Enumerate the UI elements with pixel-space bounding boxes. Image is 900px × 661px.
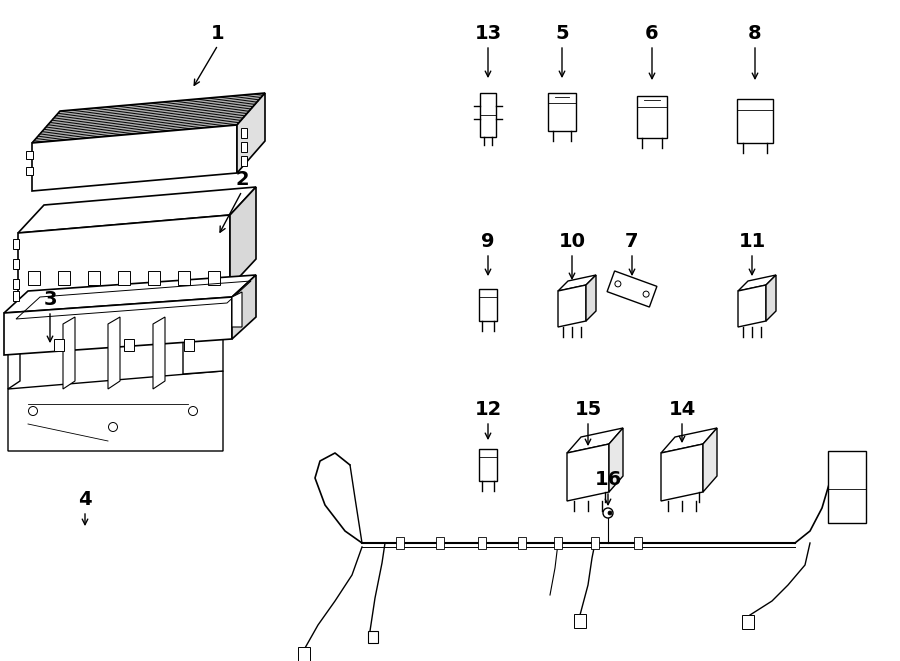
Bar (478, 537, 486, 549)
Polygon shape (232, 292, 242, 327)
Bar (574, 614, 586, 628)
Polygon shape (703, 428, 717, 492)
Polygon shape (230, 187, 256, 287)
Polygon shape (637, 96, 667, 138)
Bar (54, 339, 64, 351)
Circle shape (29, 407, 38, 416)
Bar (436, 537, 444, 549)
Text: 14: 14 (669, 400, 696, 419)
Text: 9: 9 (482, 232, 495, 251)
Bar (124, 339, 134, 351)
Text: 8: 8 (748, 24, 761, 43)
Bar (118, 271, 130, 285)
Bar (88, 271, 100, 285)
Polygon shape (661, 444, 703, 501)
Polygon shape (183, 311, 223, 374)
Bar (13, 259, 19, 269)
Bar (13, 291, 19, 301)
Bar (178, 271, 190, 285)
Circle shape (644, 291, 649, 297)
Text: 6: 6 (645, 24, 659, 43)
Bar (28, 271, 40, 285)
Polygon shape (480, 93, 496, 137)
Polygon shape (479, 449, 497, 481)
Bar (208, 271, 220, 285)
Text: 16: 16 (594, 470, 622, 489)
Polygon shape (738, 275, 776, 291)
Circle shape (188, 407, 197, 416)
Polygon shape (237, 93, 265, 173)
Circle shape (109, 422, 118, 432)
Text: 4: 4 (78, 490, 92, 509)
Bar (58, 271, 70, 285)
Polygon shape (737, 99, 773, 143)
Bar (742, 615, 754, 629)
Polygon shape (661, 428, 717, 453)
Bar (26, 167, 33, 175)
Polygon shape (18, 215, 230, 305)
Bar (396, 537, 404, 549)
Polygon shape (608, 271, 657, 307)
Polygon shape (153, 317, 165, 389)
Bar (13, 279, 19, 289)
Text: 3: 3 (43, 290, 57, 309)
Bar (184, 339, 194, 351)
Bar (518, 537, 526, 549)
Polygon shape (63, 317, 75, 389)
Bar (828, 451, 866, 523)
Polygon shape (558, 285, 586, 327)
Polygon shape (4, 297, 232, 355)
Bar (241, 128, 247, 138)
Polygon shape (766, 275, 776, 321)
Polygon shape (4, 275, 256, 313)
Polygon shape (548, 93, 576, 131)
Bar (241, 156, 247, 166)
Text: 5: 5 (555, 24, 569, 43)
Polygon shape (108, 317, 120, 389)
Circle shape (608, 511, 612, 515)
Bar (634, 537, 642, 549)
Bar (13, 239, 19, 249)
Polygon shape (567, 428, 623, 453)
Polygon shape (8, 317, 20, 389)
Text: 15: 15 (574, 400, 601, 419)
Bar (368, 631, 378, 643)
Circle shape (615, 281, 621, 287)
Polygon shape (32, 125, 237, 191)
Bar (554, 537, 562, 549)
Bar (26, 151, 33, 159)
Text: 12: 12 (474, 400, 501, 419)
Polygon shape (32, 93, 265, 143)
Text: 2: 2 (235, 170, 248, 189)
Polygon shape (738, 285, 766, 327)
Polygon shape (18, 187, 256, 233)
Polygon shape (479, 289, 497, 321)
Text: 7: 7 (626, 232, 639, 251)
Text: 10: 10 (559, 232, 586, 251)
Bar (591, 537, 599, 549)
Circle shape (603, 508, 613, 518)
Polygon shape (586, 275, 596, 321)
Polygon shape (567, 444, 609, 501)
Polygon shape (8, 371, 223, 451)
Polygon shape (609, 428, 623, 492)
Text: 11: 11 (738, 232, 766, 251)
Text: 1: 1 (212, 24, 225, 43)
Bar (241, 142, 247, 152)
Bar (148, 271, 160, 285)
Bar (298, 647, 310, 661)
Text: 13: 13 (474, 24, 501, 43)
Polygon shape (558, 275, 596, 291)
Polygon shape (232, 275, 256, 339)
